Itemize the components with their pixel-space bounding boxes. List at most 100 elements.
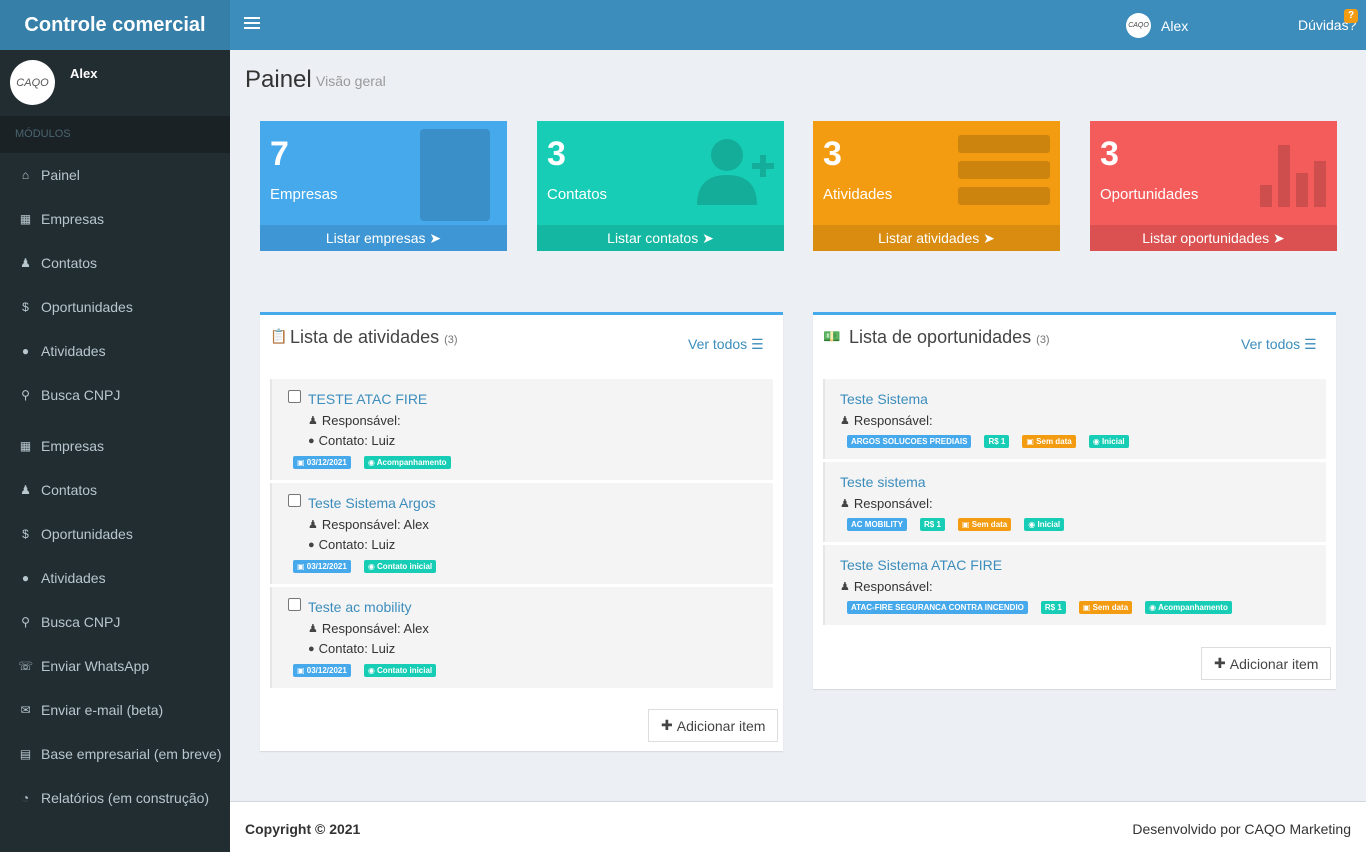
opportunity-title[interactable]: Teste sistema bbox=[840, 474, 926, 490]
activity-title[interactable]: Teste ac mobility bbox=[308, 599, 412, 615]
sidebar-item-oportunidades-2[interactable]: $ Oportunidades bbox=[0, 512, 230, 556]
top-navbar: CAQO Alex Dúvidas? ? bbox=[230, 0, 1366, 50]
date-badge: ▣ Sem data bbox=[1078, 601, 1133, 614]
list-empresas-link[interactable]: Listar empresas ➤ bbox=[260, 225, 507, 251]
activity-checkbox[interactable] bbox=[288, 494, 301, 507]
list-item[interactable]: TESTE ATAC FIRE ♟ Responsável: ● Contato: … bbox=[270, 379, 773, 480]
value-badge: R$ 1 bbox=[1040, 601, 1066, 614]
user-icon: ♟ bbox=[308, 415, 318, 427]
activity-responsavel: ♟ Responsável: Alex bbox=[308, 621, 429, 636]
stat-count: 7 bbox=[270, 135, 289, 173]
opportunity-responsavel: ♟ Responsável: bbox=[840, 579, 933, 594]
sidebar-item-empresas-2[interactable]: ▦ Empresas bbox=[0, 424, 230, 468]
stage-badge: ◉ Inicial bbox=[1024, 518, 1065, 531]
arrow-circle-right-icon: ➤ bbox=[983, 230, 995, 246]
app-logo[interactable]: Controle comercial bbox=[0, 0, 230, 50]
sidebar-item-contatos[interactable]: ♟ Contatos bbox=[0, 241, 230, 285]
stat-box-contatos: 3 Contatos Listar contatos ➤ bbox=[537, 121, 784, 251]
add-opportunity-button[interactable]: ✚ Adicionar item bbox=[1201, 647, 1332, 680]
user-icon: ♟ bbox=[308, 519, 318, 531]
sidebar-item-label: Atividades bbox=[41, 343, 106, 359]
activity-tags: ▣ 03/12/2021 ◉ Acompanhamento bbox=[293, 456, 451, 469]
list-item[interactable]: Teste Sistema ATAC FIRE ♟ Responsável: AT… bbox=[823, 545, 1326, 625]
sidebar-item-email[interactable]: ✉ Enviar e-mail (beta) bbox=[0, 688, 230, 732]
sidebar-item-empresas[interactable]: ▦ Empresas bbox=[0, 197, 230, 241]
dollar-icon: $ bbox=[22, 300, 29, 314]
add-user-icon bbox=[697, 139, 774, 205]
see-all-activities-link[interactable]: Ver todos ☰ bbox=[688, 336, 764, 352]
user-icon: ♟ bbox=[840, 498, 850, 510]
sidebar-item-base-empresarial[interactable]: ▤ Base empresarial (em breve) bbox=[0, 732, 230, 776]
status-badge: ◉ Acompanhamento bbox=[363, 456, 451, 469]
value-badge: R$ 1 bbox=[984, 435, 1010, 448]
stat-label: Atividades bbox=[823, 186, 893, 203]
developed-by: Desenvolvido por CAQO Marketing bbox=[1132, 821, 1351, 837]
avatar: CAQO bbox=[1126, 13, 1151, 38]
opportunity-tags: AC MOBILITY R$ 1 ▣ Sem data ◉ Inicial bbox=[847, 518, 1065, 531]
list-icon: ☰ bbox=[751, 336, 764, 352]
dollar-icon: $ bbox=[22, 527, 29, 541]
sidebar-item-busca-cnpj[interactable]: ⚲ Busca CNPJ bbox=[0, 373, 230, 417]
search-icon: ⚲ bbox=[21, 388, 30, 402]
help-link[interactable]: Dúvidas? bbox=[1298, 17, 1357, 33]
activity-checkbox[interactable] bbox=[288, 390, 301, 403]
sidebar-item-relatorios[interactable]: ◔ Relatórios (em construção) bbox=[0, 776, 230, 820]
activity-title[interactable]: TESTE ATAC FIRE bbox=[308, 391, 428, 407]
status-badge: ◉ Contato inicial bbox=[363, 664, 437, 677]
see-all-opportunities-link[interactable]: Ver todos ☰ bbox=[1241, 336, 1317, 352]
dashboard-icon: ◔ bbox=[21, 791, 30, 805]
activity-responsavel: ♟ Responsável: Alex bbox=[308, 517, 429, 532]
sidebar-item-atividades-2[interactable]: ● Atividades bbox=[0, 556, 230, 600]
comments-icon: ● bbox=[21, 344, 30, 358]
list-item[interactable]: Teste Sistema Argos ♟ Responsável: Alex ●… bbox=[270, 483, 773, 584]
building-icon: ▦ bbox=[19, 212, 32, 226]
activity-checkbox[interactable] bbox=[288, 598, 301, 611]
activities-panel: 📋 Lista de atividades (3) Ver todos ☰ TE… bbox=[260, 312, 783, 751]
list-item[interactable]: Teste Sistema ♟ Responsável: ARGOS SOLUCO… bbox=[823, 379, 1326, 459]
sidebar-item-label: Atividades bbox=[41, 570, 106, 586]
list-contatos-link[interactable]: Listar contatos ➤ bbox=[537, 225, 784, 251]
sidebar-item-busca-cnpj-2[interactable]: ⚲ Busca CNPJ bbox=[0, 600, 230, 644]
activity-tags: ▣ 03/12/2021 ◉ Contato inicial bbox=[293, 664, 437, 677]
sidebar-item-contatos-2[interactable]: ♟ Contatos bbox=[0, 468, 230, 512]
copyright: Copyright © 2021 bbox=[245, 821, 361, 837]
comment-icon: ● bbox=[308, 538, 315, 551]
sidebar-section-header: MÓDULOS bbox=[0, 116, 230, 153]
page-footer: Copyright © 2021 Desenvolvido por CAQO M… bbox=[230, 801, 1366, 852]
activity-contato: ● Contato: Luiz bbox=[308, 641, 396, 656]
sidebar-item-label: Contatos bbox=[41, 255, 98, 271]
arrow-circle-right-icon: ➤ bbox=[429, 230, 442, 246]
sidebar-item-painel[interactable]: ⌂ Painel bbox=[0, 153, 230, 197]
sidebar-item-label: Enviar WhatsApp bbox=[41, 658, 150, 674]
users-icon: ♟ bbox=[20, 256, 31, 270]
sidebar-toggle-icon[interactable] bbox=[244, 17, 260, 31]
sidebar-item-oportunidades[interactable]: $ Oportunidades bbox=[0, 285, 230, 329]
opportunity-title[interactable]: Teste Sistema ATAC FIRE bbox=[840, 557, 1003, 573]
list-atividades-link[interactable]: Listar atividades ➤ bbox=[813, 225, 1060, 251]
bar-chart-icon bbox=[1260, 145, 1326, 207]
activity-tags: ▣ 03/12/2021 ◉ Contato inicial bbox=[293, 560, 437, 573]
avatar: CAQO bbox=[10, 60, 55, 105]
list-item[interactable]: Teste ac mobility ♟ Responsável: Alex ● Co… bbox=[270, 587, 773, 688]
activity-contato: ● Contato: Luiz bbox=[308, 537, 396, 552]
activity-title[interactable]: Teste Sistema Argos bbox=[308, 495, 436, 511]
sidebar-item-label: Enviar e-mail (beta) bbox=[41, 702, 164, 718]
company-badge: AC MOBILITY bbox=[847, 518, 907, 531]
stat-count: 3 bbox=[547, 135, 566, 173]
sidebar-item-label: Busca CNPJ bbox=[41, 614, 121, 630]
database-icon: ▤ bbox=[19, 747, 32, 761]
money-icon: 💵 bbox=[823, 328, 841, 344]
search-icon: ⚲ bbox=[21, 615, 30, 629]
sidebar-item-label: Empresas bbox=[41, 211, 105, 227]
list-icon: ☰ bbox=[1304, 336, 1317, 352]
company-badge: ARGOS SOLUCOES PREDIAIS bbox=[847, 435, 972, 448]
list-item[interactable]: Teste sistema ♟ Responsável: AC MOBILITY … bbox=[823, 462, 1326, 542]
main-content: Painel Visão geral 7 Empresas Listar emp… bbox=[230, 50, 1366, 801]
sidebar-item-whatsapp[interactable]: ☏ Enviar WhatsApp bbox=[0, 644, 230, 688]
user-menu[interactable]: CAQO Alex bbox=[1126, 13, 1188, 38]
sidebar-item-label: Empresas bbox=[41, 438, 105, 454]
list-oportunidades-link[interactable]: Listar oportunidades ➤ bbox=[1090, 225, 1337, 251]
add-activity-button[interactable]: ✚ Adicionar item bbox=[648, 709, 779, 742]
opportunity-title[interactable]: Teste Sistema bbox=[840, 391, 928, 407]
sidebar-item-atividades[interactable]: ● Atividades bbox=[0, 329, 230, 373]
